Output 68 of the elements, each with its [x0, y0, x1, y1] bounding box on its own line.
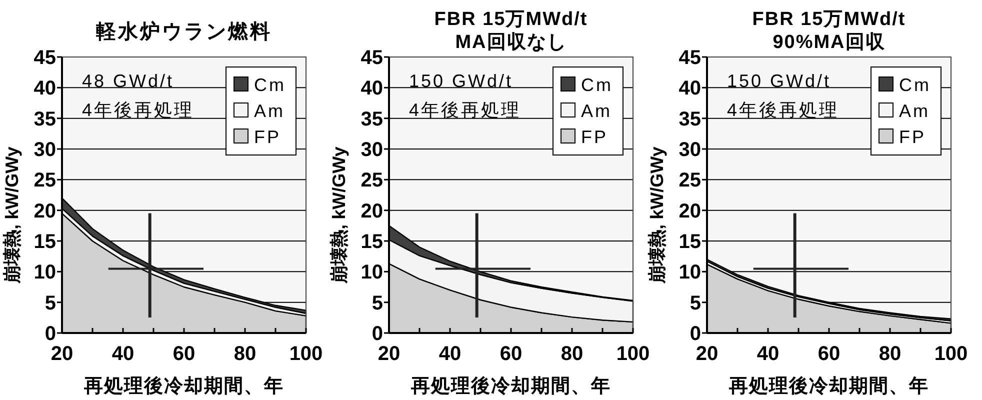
y-tick-label: 0 [372, 323, 383, 345]
annotation: 4年後再処理 [409, 100, 522, 120]
y-tick-label: 10 [678, 262, 701, 284]
y-tick-label: 15 [360, 231, 383, 253]
annotation: 48 GWd/t [82, 71, 174, 91]
chart-subtitle: MA回収なし [455, 31, 567, 53]
chart-title: FBR 15万MWd/t [434, 9, 588, 30]
y-tick-label: 35 [678, 108, 701, 130]
x-tick-label: 60 [172, 343, 196, 365]
x-tick-label: 100 [289, 343, 323, 365]
x-tick-label: 40 [112, 343, 134, 365]
x-tick-label: 80 [560, 343, 584, 365]
x-tick-label: 100 [616, 343, 650, 365]
annotation: 150 GWd/t [409, 71, 514, 91]
y-tick-label: 30 [360, 139, 383, 161]
x-axis-title: 再処理後冷却期間、年 [83, 375, 284, 397]
legend-label: Cm [254, 75, 286, 95]
legend-label: Cm [899, 75, 931, 95]
y-axis-title: 崩壊熱, kW/GWy [647, 146, 667, 284]
x-axis-title: 再処理後冷却期間、年 [728, 375, 929, 397]
y-axis-title: 崩壊熱, kW/GWy [329, 146, 349, 284]
y-tick-label: 25 [34, 170, 56, 192]
chart-subtitle: 90%MA回収 [772, 31, 886, 53]
y-tick-label: 20 [360, 200, 383, 222]
chart-title: 軽水炉ウラン燃料 [95, 20, 272, 43]
y-tick-label: 40 [34, 78, 56, 100]
annotation: 4年後再処理 [82, 100, 194, 120]
y-tick-label: 30 [34, 139, 56, 161]
y-tick-label: 35 [360, 108, 383, 130]
x-tick-label: 80 [878, 343, 902, 365]
legend-label: FP [581, 127, 608, 147]
legend-label: Am [254, 101, 285, 121]
y-tick-label: 35 [34, 108, 56, 130]
y-tick-label: 20 [34, 200, 56, 222]
y-tick-label: 5 [690, 292, 701, 314]
legend-label: FP [254, 127, 282, 147]
annotation: 4年後再処理 [727, 100, 840, 120]
y-tick-label: 0 [690, 323, 701, 345]
legend-label: FP [899, 127, 926, 147]
y-tick-label: 45 [678, 47, 701, 69]
legend-label: Am [899, 101, 930, 121]
y-tick-label: 25 [360, 170, 383, 192]
y-tick-label: 15 [678, 231, 701, 253]
y-tick-label: 25 [678, 170, 701, 192]
x-axis-title: 再処理後冷却期間、年 [410, 375, 611, 397]
y-tick-label: 10 [34, 262, 56, 284]
x-tick-label: 40 [438, 343, 462, 365]
y-tick-label: 20 [678, 200, 701, 222]
y-tick-label: 0 [44, 323, 56, 345]
y-tick-label: 45 [360, 47, 383, 69]
y-tick-label: 10 [360, 262, 383, 284]
y-tick-label: 5 [372, 292, 383, 314]
chart-title: FBR 15万MWd/t [752, 9, 906, 30]
x-tick-label: 40 [756, 343, 780, 365]
legend-label: Cm [581, 75, 613, 95]
annotation: 150 GWd/t [727, 71, 832, 91]
x-tick-label: 100 [934, 343, 968, 365]
y-tick-label: 15 [34, 231, 56, 253]
x-tick-label: 60 [818, 343, 840, 365]
y-tick-label: 30 [678, 139, 701, 161]
y-tick-label: 40 [678, 78, 701, 100]
x-tick-label: 60 [500, 343, 522, 365]
y-tick-label: 40 [360, 78, 383, 100]
y-axis-title: 崩壊熱, kW/GWy [2, 146, 22, 284]
y-tick-label: 45 [34, 47, 56, 69]
y-tick-label: 5 [44, 292, 56, 314]
x-tick-label: 80 [234, 343, 256, 365]
legend-label: Am [581, 101, 612, 121]
